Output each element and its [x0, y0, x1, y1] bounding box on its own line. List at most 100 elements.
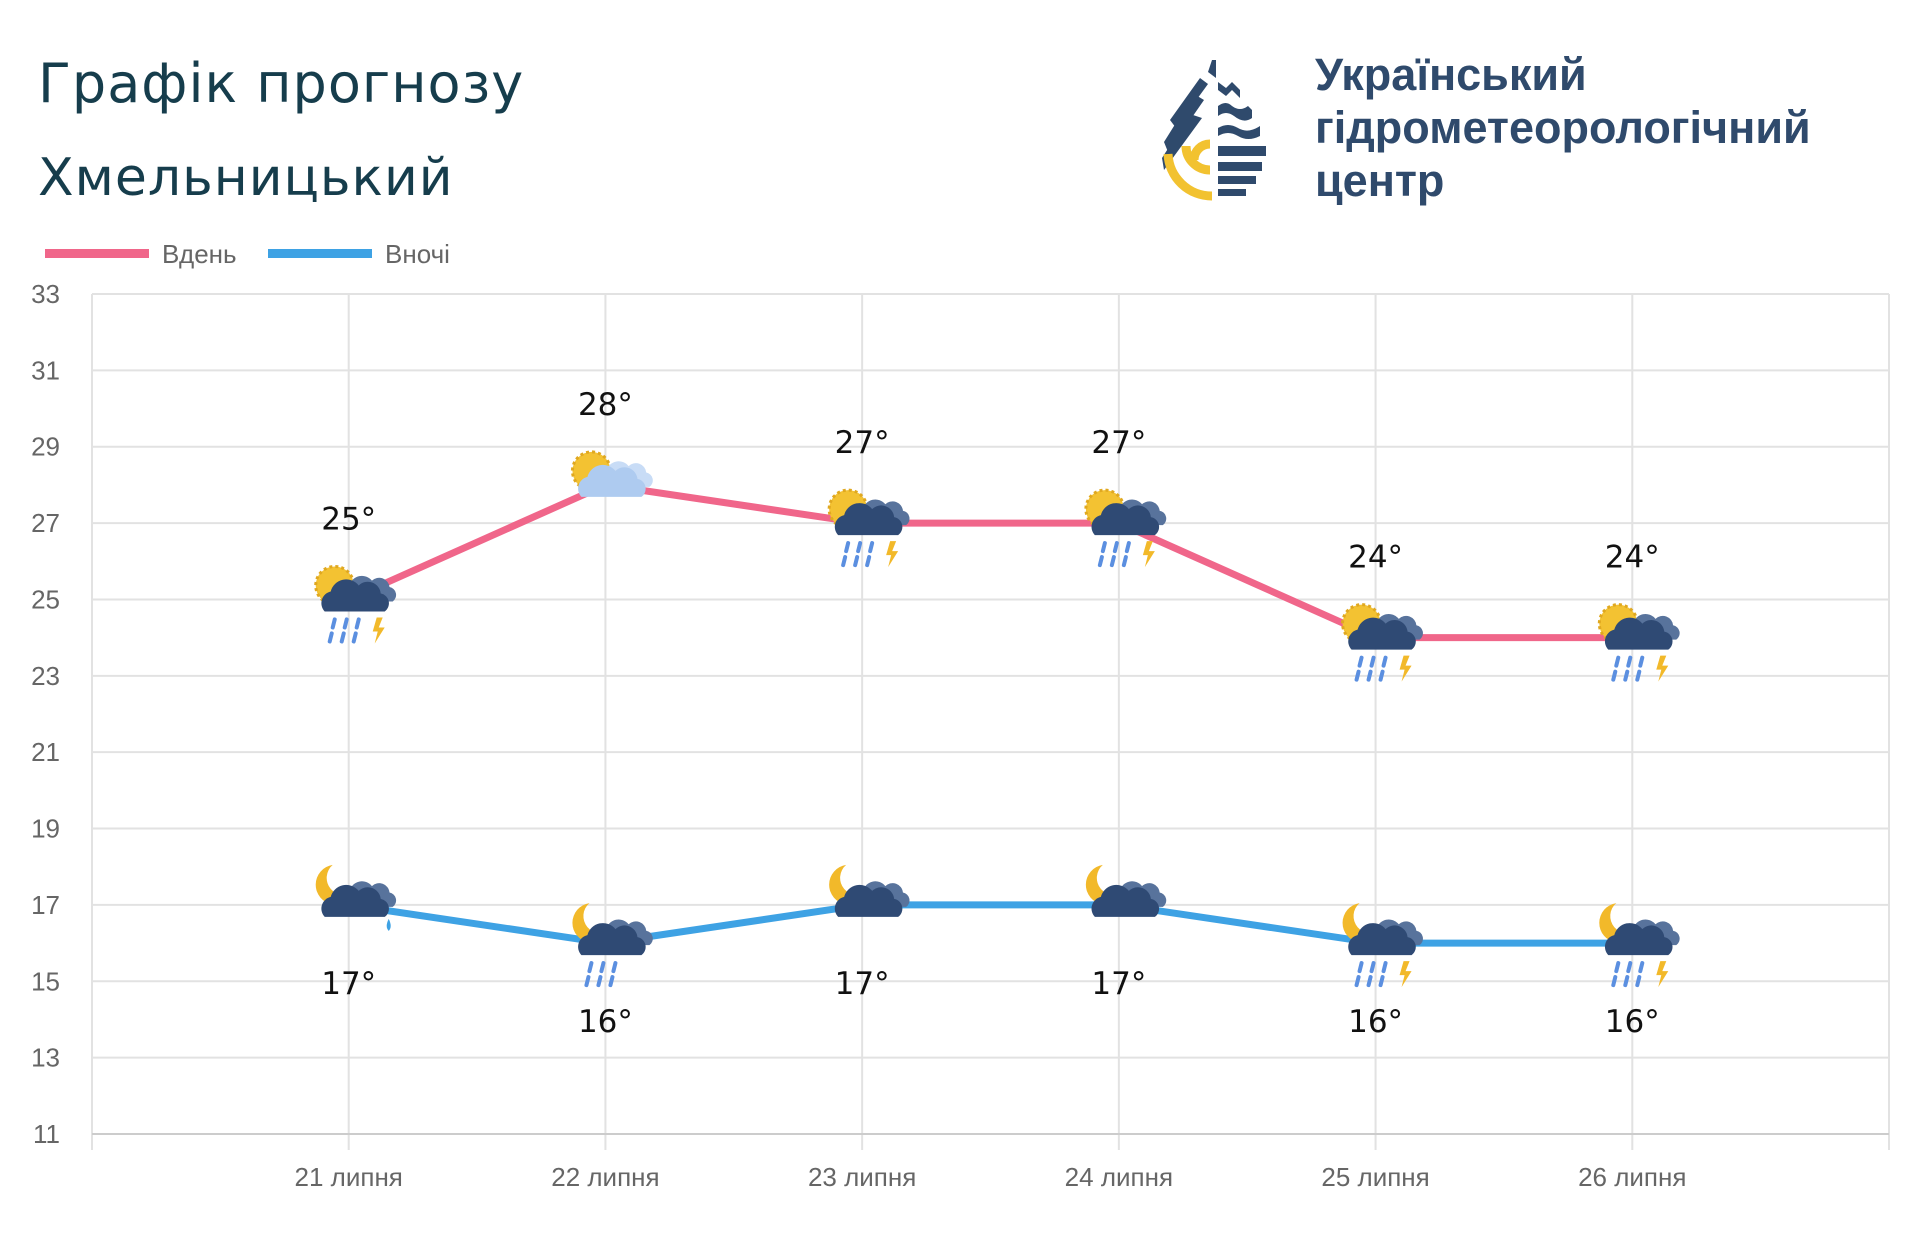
- cloud-shape: [1091, 503, 1160, 536]
- lightning-bolt: [886, 541, 899, 568]
- sun-cloud-icon: [570, 450, 653, 497]
- cloud-body: [578, 923, 646, 956]
- sun-cloud-thunderstorm-icon: [1597, 603, 1680, 682]
- raindrop: [1623, 669, 1630, 682]
- lightning-bolt: [372, 617, 385, 644]
- raindrop: [1635, 975, 1642, 988]
- day-temp-label: 28°: [578, 387, 633, 423]
- page-title: Графік прогнозу: [38, 52, 525, 115]
- moon-cloud-thunderstorm-icon: [1599, 903, 1680, 988]
- raindrop: [599, 961, 606, 974]
- legend: Вдень Вночі: [45, 239, 450, 269]
- cloud-body: [834, 884, 903, 917]
- moon-shape: [572, 903, 612, 943]
- moon-cloud-icon: [829, 864, 910, 917]
- raindrop: [853, 555, 860, 568]
- raindrop: [608, 975, 615, 988]
- raindrop: [1100, 541, 1107, 554]
- moon-shape: [829, 864, 869, 905]
- x-tick-label: 21 липня: [295, 1162, 403, 1192]
- raindrop: [1366, 975, 1373, 988]
- legend-swatch-night: [268, 249, 372, 258]
- raindrop: [330, 617, 337, 630]
- y-tick-label: 33: [31, 279, 60, 309]
- sun-cloud-thunderstorm-icon: [827, 488, 910, 568]
- raindrop: [596, 975, 603, 988]
- day-temp-label: 24°: [1605, 540, 1660, 576]
- raindrop: [1121, 555, 1128, 568]
- x-tick-label: 25 липня: [1321, 1162, 1429, 1192]
- x-tick-label: 24 липня: [1065, 1162, 1173, 1192]
- x-tick-label: 23 липня: [808, 1162, 916, 1192]
- raindrop: [386, 918, 391, 931]
- raindrop: [1378, 975, 1385, 988]
- legend-label-day[interactable]: Вдень: [162, 239, 237, 269]
- y-tick-label: 13: [31, 1043, 60, 1073]
- raindrop: [1357, 961, 1364, 974]
- cloud-shape: [578, 464, 646, 497]
- night-temp-label: 16°: [1605, 1004, 1660, 1040]
- y-tick-label: 15: [31, 966, 60, 996]
- raindrop: [351, 631, 358, 644]
- cloud-shape: [321, 579, 389, 612]
- raindrop: [1614, 655, 1621, 668]
- y-tick-label: 23: [31, 661, 60, 691]
- org-line-3: центр: [1315, 155, 1445, 206]
- cloud-shape: [1348, 923, 1416, 956]
- cloud-body: [1604, 923, 1673, 956]
- legend-swatch-day: [45, 249, 149, 258]
- cloud-shape: [834, 503, 903, 536]
- raindrop: [587, 961, 594, 974]
- raindrop: [1638, 961, 1645, 974]
- legend-label-night[interactable]: Вночі: [385, 239, 450, 269]
- raindrop: [327, 631, 334, 644]
- raindrop: [1357, 655, 1364, 668]
- night-temp-label: 16°: [578, 1004, 633, 1040]
- organization-name: Український гідрометеорологічний центр: [1315, 48, 1811, 207]
- raindrop: [584, 975, 591, 988]
- y-tick-label: 17: [31, 890, 60, 920]
- x-tick-label: 22 липня: [551, 1162, 659, 1192]
- raindrop: [1638, 655, 1645, 668]
- moon-shape: [315, 864, 355, 905]
- cloud-shape: [321, 884, 389, 917]
- cloud-shape: [578, 923, 646, 956]
- series: 25° 28° 27° 27° 24° 24° 17° 16° 17° 17° 16° 16°: [314, 387, 1680, 1040]
- x-tick-label: 26 липня: [1578, 1162, 1686, 1192]
- cloud-shape: [834, 884, 903, 917]
- raindrop: [1635, 669, 1642, 682]
- lightning-bolt: [1399, 961, 1412, 988]
- cloud-body: [1348, 617, 1416, 650]
- org-line-2: гідрометеорологічний: [1315, 102, 1811, 153]
- raindrop: [1626, 961, 1633, 974]
- day-line: [347, 481, 1633, 642]
- night-line: [348, 901, 1633, 947]
- y-tick-label: 21: [31, 737, 60, 767]
- lightning-bolt: [1656, 961, 1669, 988]
- moon-cloud-icon: [1085, 864, 1167, 917]
- sun-cloud-thunderstorm-icon: [1084, 488, 1167, 568]
- moon-shape: [1085, 864, 1125, 905]
- y-tick-label: 25: [31, 584, 60, 614]
- raindrop: [342, 617, 349, 630]
- cloud-body: [321, 884, 389, 917]
- raindrop: [1366, 669, 1373, 682]
- city-name: Хмельницький: [38, 148, 454, 208]
- raindrop: [1109, 555, 1116, 568]
- raindrop: [611, 961, 618, 974]
- lightning-bolt: [1656, 655, 1669, 682]
- raindrop: [868, 541, 875, 554]
- raindrop: [844, 541, 851, 554]
- cloud-body: [1091, 503, 1160, 536]
- moon-shape: [1342, 903, 1382, 943]
- y-tick-label: 27: [31, 508, 60, 538]
- cloud-body: [1604, 617, 1673, 650]
- cloud-body: [834, 503, 903, 536]
- moon-shape: [1599, 903, 1639, 943]
- raindrop: [1381, 655, 1388, 668]
- raindrop: [1354, 975, 1361, 988]
- cloud-body: [321, 579, 389, 612]
- moon-cloud-rain-icon: [572, 903, 653, 988]
- raindrop: [1354, 669, 1361, 682]
